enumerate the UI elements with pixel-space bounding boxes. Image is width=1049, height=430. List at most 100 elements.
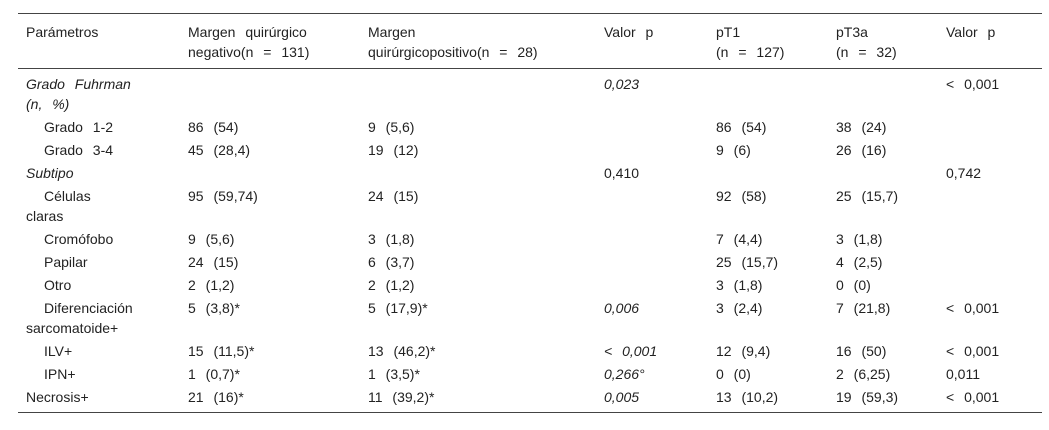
- table-cell: Grado 1-2: [18, 115, 180, 138]
- cell-text: 21 (16)*: [188, 389, 244, 405]
- cell-text: 7 (21,8): [836, 300, 891, 316]
- header-row: Parámetros Margen quirúrgico negativo(n = …: [18, 13, 1042, 69]
- cell-text: Subtipo: [26, 165, 74, 181]
- table-cell: 92 (58): [708, 184, 828, 227]
- cell-text: 13 (10,2): [716, 389, 779, 405]
- table-cell: [938, 227, 1042, 250]
- cell-text: Valor p: [604, 24, 654, 40]
- table-cell: 12 (9,4): [708, 339, 828, 362]
- table-cell: Células claras: [18, 184, 180, 227]
- table-cell: 24 (15): [360, 184, 596, 227]
- table-row: Necrosis+ 21 (16)* 11 (39,2)* 0,005 13 (10,2…: [18, 385, 1042, 413]
- table-cell: 11 (39,2)*: [360, 385, 596, 413]
- table-header: Parámetros Margen quirúrgico negativo(n = …: [18, 13, 1042, 69]
- cell-text: 13 (46,2)*: [368, 343, 436, 359]
- cell-text: Diferenciación: [44, 300, 133, 316]
- table-cell: 13 (10,2): [708, 385, 828, 413]
- table-cell: < 0,001: [938, 339, 1042, 362]
- cell-text: Margen quirúrgico: [188, 24, 307, 40]
- data-table: Parámetros Margen quirúrgico negativo(n = …: [18, 13, 1042, 413]
- table-cell: 0,266°: [596, 362, 708, 385]
- table-cell: Grado 3-4: [18, 138, 180, 161]
- table-cell: [938, 184, 1042, 227]
- table-cell: [938, 250, 1042, 273]
- table-cell: [596, 227, 708, 250]
- table-cell: [708, 161, 828, 184]
- cell-text: 4 (2,5): [836, 254, 883, 270]
- cell-text: 0,023: [604, 76, 640, 92]
- cell-text: 5 (3,8)*: [188, 300, 240, 316]
- cell-text: 19 (59,3): [836, 389, 899, 405]
- table-cell: 5 (17,9)*: [360, 296, 596, 339]
- table-cell: [596, 138, 708, 161]
- table-body: Grado Fuhrman (n, %) 0,023 < 0,001 Grado 1-2…: [18, 69, 1042, 413]
- table-cell: 86 (54): [708, 115, 828, 138]
- cell-text: claras: [26, 208, 64, 224]
- table-cell: 7 (21,8): [828, 296, 938, 339]
- table-cell: Necrosis+: [18, 385, 180, 413]
- table-cell: 13 (46,2)*: [360, 339, 596, 362]
- cell-text: pT3a: [836, 24, 868, 40]
- table-cell: Cromófobo: [18, 227, 180, 250]
- cell-text: < 0,001: [604, 343, 658, 359]
- table-cell: < 0,001: [938, 385, 1042, 413]
- header-cell: Margen quirúrgicopositivo(n = 28): [360, 13, 596, 69]
- cell-text: 9 (5,6): [188, 231, 235, 247]
- header-cell: Valor p: [938, 13, 1042, 69]
- table-cell: 4 (2,5): [828, 250, 938, 273]
- cell-text: Otro: [44, 277, 72, 293]
- table-cell: 21 (16)*: [180, 385, 360, 413]
- table-row: Grado 1-2 86 (54) 9 (5,6) 86 (54) 38 (24): [18, 115, 1042, 138]
- table-cell: 24 (15): [180, 250, 360, 273]
- cell-text: 24 (15): [188, 254, 239, 270]
- cell-text: 3 (1,8): [836, 231, 883, 247]
- table-cell: 9 (5,6): [360, 115, 596, 138]
- table-cell: [180, 69, 360, 116]
- table-cell: 3 (1,8): [708, 273, 828, 296]
- cell-text: < 0,001: [946, 389, 1000, 405]
- cell-text: 1 (0,7)*: [188, 366, 240, 382]
- table-cell: 3 (2,4): [708, 296, 828, 339]
- cell-text: 0,006: [604, 300, 640, 316]
- table-cell: [596, 273, 708, 296]
- table-cell: [360, 69, 596, 116]
- table-row: Cromófobo 9 (5,6) 3 (1,8) 7 (4,4) 3 (1,8): [18, 227, 1042, 250]
- table-cell: 0,006: [596, 296, 708, 339]
- table-row: IPN+ 1 (0,7)* 1 (3,5)* 0,266° 0 (0) 2 (6,25) 0…: [18, 362, 1042, 385]
- cell-text: 16 (50): [836, 343, 887, 359]
- table-cell: [828, 69, 938, 116]
- cell-text: 9 (6): [716, 142, 751, 158]
- cell-text: 2 (6,25): [836, 366, 891, 382]
- table-cell: 2 (6,25): [828, 362, 938, 385]
- table-cell: [938, 115, 1042, 138]
- table-cell: [180, 161, 360, 184]
- table-cell: 0,742: [938, 161, 1042, 184]
- table-cell: [360, 161, 596, 184]
- table-cell: IPN+: [18, 362, 180, 385]
- cell-text: 38 (24): [836, 119, 887, 135]
- table-row: Grado 3-4 45 (28,4) 19 (12) 9 (6) 26 (16): [18, 138, 1042, 161]
- table-cell: ILV+: [18, 339, 180, 362]
- cell-text: Células: [44, 188, 91, 204]
- header-cell: Parámetros: [18, 13, 180, 69]
- table-cell: 9 (5,6): [180, 227, 360, 250]
- cell-text: Parámetros: [26, 24, 99, 40]
- cell-text: 0,266°: [604, 366, 645, 382]
- table-row: Células claras 95 (59,74) 24 (15) 92 (58) 25 …: [18, 184, 1042, 227]
- table-cell: 0,410: [596, 161, 708, 184]
- table-cell: 3 (1,8): [360, 227, 596, 250]
- cell-text: ILV+: [44, 343, 73, 359]
- table-cell: 86 (54): [180, 115, 360, 138]
- table-cell: 25 (15,7): [708, 250, 828, 273]
- table-row: Subtipo 0,410 0,742: [18, 161, 1042, 184]
- cell-text: 45 (28,4): [188, 142, 251, 158]
- cell-text: Cromófobo: [44, 231, 114, 247]
- table-cell: Grado Fuhrman (n, %): [18, 69, 180, 116]
- cell-text: 15 (11,5)*: [188, 343, 255, 359]
- table-cell: 2 (1,2): [180, 273, 360, 296]
- table-cell: 5 (3,8)*: [180, 296, 360, 339]
- table-cell: 2 (1,2): [360, 273, 596, 296]
- table-cell: Subtipo: [18, 161, 180, 184]
- cell-text: 2 (1,2): [368, 277, 415, 293]
- cell-text: negativo(n = 131): [188, 44, 310, 60]
